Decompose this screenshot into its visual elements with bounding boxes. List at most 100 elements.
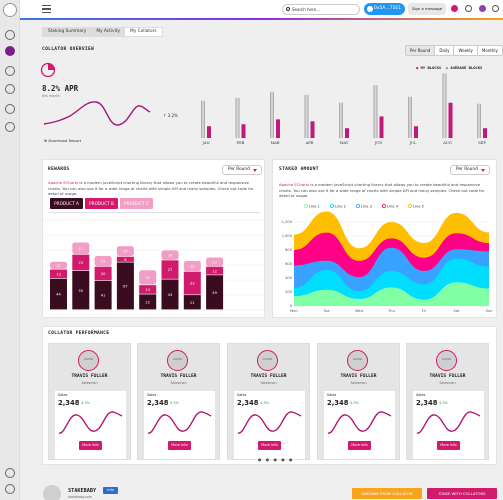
more-info-button[interactable]: More Info (168, 441, 191, 450)
profile-icon[interactable] (5, 46, 15, 56)
unstake-button[interactable]: UNSTAKE FROM COLLATOR (352, 488, 422, 499)
sales-value: 2,348 (327, 399, 349, 407)
stacked-area-series (294, 282, 489, 306)
wallet-address-button[interactable]: 0x5A...75E1 (364, 3, 405, 15)
legend-marker (330, 204, 335, 209)
x-tick-label: Sun (486, 309, 493, 313)
legend-label: Line 2 (335, 204, 346, 208)
y-tick-label: 200 (285, 290, 293, 294)
staked-dropdown[interactable]: Per Round (450, 165, 490, 175)
x-tick-label: FEB (237, 141, 245, 145)
reward-bar-segment (183, 271, 201, 295)
range-per-round[interactable]: Per Round (406, 46, 436, 55)
product-a-button[interactable]: PRODUCT A (50, 198, 83, 209)
reward-bar-segment (183, 295, 201, 310)
reward-bar-segment (94, 280, 112, 310)
product-c-label: PRODUCT C (124, 201, 149, 206)
theme-icon[interactable] (465, 5, 472, 12)
x-tick-label: AUG (442, 141, 452, 145)
range-monthly[interactable]: Monthly (481, 48, 498, 53)
bar-value-label: 21 (190, 301, 195, 305)
pie-icon (40, 62, 56, 78)
x-tick-label: Thu (387, 309, 395, 313)
gradient-divider (20, 18, 503, 20)
x-tick-label: MAR (271, 141, 280, 145)
apr-value: 8.2% APR (42, 84, 79, 93)
x-tick-label: JAN (201, 141, 209, 145)
bar-value-label: 13 (56, 272, 61, 276)
overview-bar-chart: JAN FEB MAR APR MAY JUN JUL AUG SEP (201, 73, 487, 145)
bar-value-label: 11 (56, 264, 61, 268)
tab-my-activity[interactable]: My Activity (96, 29, 120, 34)
y-tick-label: 1,200 (282, 220, 293, 224)
more-info-button[interactable]: More Info (258, 441, 281, 450)
collators-icon[interactable] (5, 30, 15, 40)
x-tick-label: JUN (374, 141, 383, 145)
more-info-button[interactable]: More Info (437, 441, 460, 450)
logout-icon[interactable] (5, 484, 15, 494)
bar-value-label: 8 (124, 258, 127, 262)
sales-value: 2,348 (147, 399, 169, 407)
carousel-dots[interactable]: ● ● ● ● ● (258, 457, 295, 462)
staked-description: Apache ECharts is a modern JavaScript ch… (279, 182, 493, 199)
search-input[interactable]: Search here... (282, 4, 360, 15)
y-tick-label: 400 (285, 276, 293, 280)
bar-value-label: 21 (145, 276, 150, 280)
reward-bar-segment (94, 256, 112, 267)
bar-value-label: 43 (168, 293, 173, 297)
tab-staking-summary[interactable]: Staking Summary (48, 29, 87, 34)
rewards-desc-brand: Apache ECharts (48, 180, 79, 185)
product-b-button[interactable]: PRODUCT B (85, 198, 118, 209)
x-tick-label: Sat (454, 309, 460, 313)
sign-message-button[interactable]: Sign a message (408, 3, 446, 15)
logo[interactable] (3, 3, 17, 17)
product-c-button[interactable]: PRODUCT C (120, 198, 153, 209)
range-weekly[interactable]: Weekly (454, 46, 478, 55)
bar-value-label: 23 (79, 261, 84, 265)
collator-role: Salesman (170, 381, 187, 385)
sales-change-value: 4.3% (260, 401, 269, 405)
x-tick-label: Tue (322, 309, 330, 313)
reward-bar-segment (72, 254, 90, 271)
sales-label: Sales (416, 393, 426, 397)
bar-value-label: 55 (79, 289, 84, 293)
reward-bar-segment (161, 260, 179, 279)
staked-title: STAKED AMOUNT (279, 167, 319, 172)
community-icon[interactable] (5, 122, 15, 132)
network-icon[interactable] (451, 5, 458, 12)
sales-change-value: 4.3% (439, 401, 448, 405)
bar-value-label: 13 (212, 260, 217, 264)
sales-change: ↑ 4.3% (166, 401, 179, 405)
rewards-dropdown[interactable]: Per Round (222, 165, 262, 175)
search-nav-icon[interactable] (5, 66, 15, 76)
my-bar (310, 121, 315, 138)
sales-label: Sales (147, 393, 157, 397)
send-icon[interactable] (5, 104, 15, 114)
apr-change-value: 3.2% (167, 113, 178, 118)
avg-bar (477, 103, 481, 138)
reward-bar-segment (116, 262, 134, 310)
stake-button[interactable]: STAKE WITH COLLATORS (427, 488, 497, 499)
settings-icon[interactable] (5, 468, 15, 478)
y-tick-label: 600 (285, 262, 293, 266)
settings-top-icon[interactable] (492, 5, 499, 12)
more-info-button[interactable]: More Info (348, 441, 371, 450)
reward-bar-segment (161, 279, 179, 310)
tab-my-collators[interactable]: My Collators (125, 28, 162, 36)
notification-icon[interactable] (479, 5, 486, 12)
my-bar (207, 126, 211, 138)
more-info-button[interactable]: More Info (79, 441, 102, 450)
download-report-link[interactable]: ⊕ Download Report (44, 138, 82, 143)
info-badge[interactable]: Info (103, 487, 118, 494)
my-bar (345, 128, 349, 138)
sales-value: 2,348 (416, 399, 438, 407)
menu-icon[interactable] (42, 5, 51, 13)
legend-label: Line 3 (361, 204, 372, 208)
range-daily[interactable]: Daily (435, 46, 455, 55)
legend-dot-avg: ● (445, 65, 449, 70)
legend-marker (407, 204, 412, 209)
bar-value-label: 49 (212, 291, 217, 295)
collator-card: AVATAR TRAVIS FULLER Salesman Sales 2,348 ↑ 4… (227, 343, 310, 460)
help-icon[interactable] (5, 84, 15, 94)
bar-value-label: 41 (101, 294, 106, 298)
